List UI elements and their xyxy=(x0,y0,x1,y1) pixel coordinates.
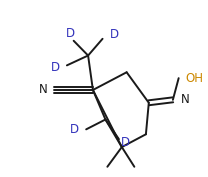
Text: D: D xyxy=(70,123,79,136)
Text: D: D xyxy=(51,61,60,74)
Text: N: N xyxy=(39,84,48,96)
Text: D: D xyxy=(110,28,119,41)
Text: D: D xyxy=(121,136,130,149)
Text: N: N xyxy=(181,93,189,106)
Text: D: D xyxy=(66,27,75,40)
Text: OH: OH xyxy=(185,72,203,85)
